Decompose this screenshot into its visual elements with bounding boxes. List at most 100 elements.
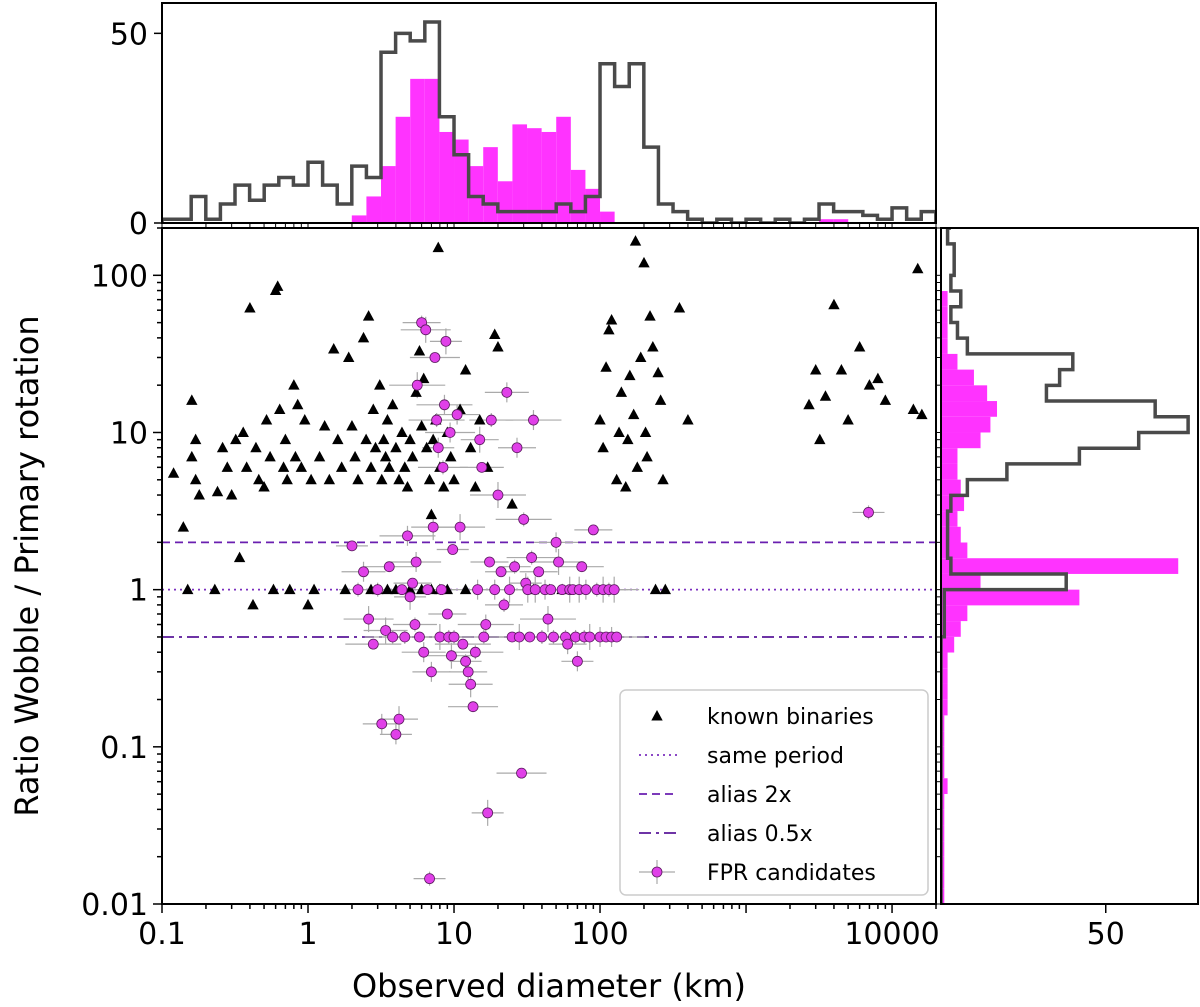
right-hist-fpr-bar bbox=[941, 778, 948, 794]
top-hist-fpr-bar bbox=[366, 196, 382, 223]
known-binary-point bbox=[654, 394, 667, 405]
known-binary-point bbox=[390, 441, 402, 453]
fpr-candidate-point bbox=[451, 409, 463, 420]
x-tick-label: 10 bbox=[435, 917, 473, 952]
known-binary-point bbox=[401, 480, 414, 492]
known-binary-point bbox=[879, 394, 892, 405]
fpr-candidate-point bbox=[411, 379, 423, 391]
top-hist-fpr-bar bbox=[570, 169, 586, 223]
top-hist-fpr-bar bbox=[439, 131, 455, 223]
known-binary-point bbox=[427, 433, 439, 445]
fpr-candidate-point bbox=[526, 552, 538, 563]
known-binary-point bbox=[474, 414, 486, 425]
right-hist-fpr-bar bbox=[941, 291, 948, 307]
fpr-candidate-point bbox=[533, 566, 545, 578]
fpr-candidate-point bbox=[509, 561, 521, 573]
fpr-candidate-point bbox=[393, 713, 405, 725]
known-binary-point bbox=[313, 450, 326, 462]
fpr-candidate-point bbox=[524, 631, 536, 643]
known-binary-point bbox=[288, 379, 300, 390]
fpr-candidate-point bbox=[390, 728, 402, 740]
right-hist-fpr-bar bbox=[941, 542, 968, 559]
known-binary-point bbox=[177, 521, 190, 532]
known-binary-point bbox=[659, 583, 672, 595]
known-binary-point bbox=[629, 235, 642, 246]
known-binary-point bbox=[597, 441, 609, 453]
x-tick-label: 0.1 bbox=[138, 917, 186, 952]
x-axis-label: Observed diameter (km) bbox=[352, 967, 746, 1005]
known-binary-point bbox=[620, 480, 632, 492]
fpr-candidate-point bbox=[352, 584, 364, 596]
right-hist-fpr-bar bbox=[941, 573, 981, 590]
known-binary-point bbox=[647, 340, 659, 352]
known-binary-point bbox=[615, 386, 628, 397]
fpr-candidate-point bbox=[402, 530, 413, 542]
known-binary-point bbox=[277, 461, 290, 472]
top-hist-fpr-bars bbox=[351, 78, 849, 223]
known-binary-point bbox=[641, 450, 653, 462]
fpr-candidate-point bbox=[431, 414, 443, 426]
fpr-candidate-point bbox=[410, 556, 422, 568]
top-hist-fpr-bar bbox=[541, 131, 557, 223]
legend-entry: alias 0.5x bbox=[639, 822, 813, 847]
right-hist-fpr-bar bbox=[941, 416, 991, 433]
fpr-candidate-point bbox=[387, 631, 399, 643]
known-binary-point bbox=[258, 480, 270, 492]
known-binary-point bbox=[448, 473, 460, 485]
fpr-candidate-point bbox=[418, 646, 430, 658]
known-binary-point bbox=[644, 310, 656, 321]
fpr-candidate-point bbox=[474, 434, 486, 446]
top-hist-fpr-bar bbox=[833, 219, 849, 223]
known-binary-point bbox=[299, 414, 311, 425]
known-binary-point bbox=[657, 473, 669, 485]
top-hist-fpr-bar bbox=[351, 215, 367, 223]
top-hist-fpr-bar bbox=[468, 166, 484, 223]
known-binary-point bbox=[423, 473, 436, 485]
known-binary-point bbox=[814, 433, 826, 445]
right-hist-fpr-bar bbox=[941, 636, 955, 653]
legend-entry: FPR candidates bbox=[639, 860, 876, 886]
right-hist-fpr-bar bbox=[941, 479, 961, 496]
known-binary-point bbox=[328, 342, 340, 354]
right-hist-binaries-outline bbox=[941, 228, 1190, 904]
known-binary-point bbox=[289, 450, 302, 462]
legend-entry: same period bbox=[639, 744, 844, 769]
fpr-candidate-point bbox=[429, 352, 441, 363]
known-binary-point bbox=[240, 461, 253, 472]
known-binary-point bbox=[399, 461, 411, 472]
fpr-candidate-point bbox=[608, 584, 620, 596]
legend-entry: alias 2x bbox=[639, 783, 792, 808]
top-hist-y-tick-label: 0 bbox=[129, 207, 148, 242]
legend-triangle-icon bbox=[651, 710, 663, 721]
fpr-candidate-point bbox=[396, 584, 408, 596]
top-hist-fpr-bar bbox=[527, 128, 542, 223]
known-binary-point bbox=[635, 351, 647, 362]
fpr-candidate-point bbox=[542, 613, 554, 625]
fpr-candidate-point bbox=[367, 638, 379, 650]
right-hist-fpr-bar bbox=[941, 652, 948, 669]
known-binary-point bbox=[907, 403, 920, 415]
fpr-candidate-point bbox=[358, 566, 369, 578]
fpr-candidate-point bbox=[440, 335, 452, 347]
known-binary-point bbox=[369, 441, 382, 453]
y-tick-label: 100 bbox=[91, 259, 148, 294]
right-hist-fpr-bar bbox=[941, 448, 958, 464]
top-hist-fpr-bar bbox=[410, 78, 425, 223]
fpr-candidate-point bbox=[536, 631, 548, 643]
top-hist-y-tick-label: 50 bbox=[110, 17, 148, 52]
known-binary-point bbox=[193, 489, 205, 500]
known-binary-point bbox=[335, 461, 348, 472]
fpr-candidate-point bbox=[511, 442, 523, 454]
known-binary-point bbox=[652, 366, 664, 378]
fpr-candidate-point bbox=[576, 561, 588, 573]
known-binary-point bbox=[445, 450, 457, 462]
top-hist-fpr-bar bbox=[483, 147, 498, 223]
known-binary-point bbox=[603, 323, 615, 335]
fpr-candidate-point bbox=[498, 599, 510, 611]
known-binary-point bbox=[383, 461, 395, 472]
fpr-candidate-point bbox=[372, 584, 384, 596]
fpr-candidate-point bbox=[467, 701, 479, 713]
fpr-candidate-point bbox=[427, 521, 439, 533]
known-binary-point bbox=[237, 426, 249, 437]
